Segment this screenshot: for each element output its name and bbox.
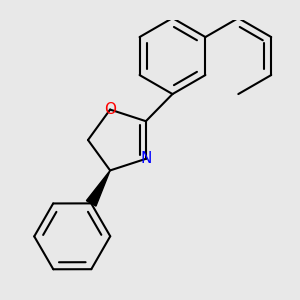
Text: N: N (140, 151, 152, 166)
Text: O: O (104, 102, 116, 117)
Polygon shape (86, 170, 110, 206)
